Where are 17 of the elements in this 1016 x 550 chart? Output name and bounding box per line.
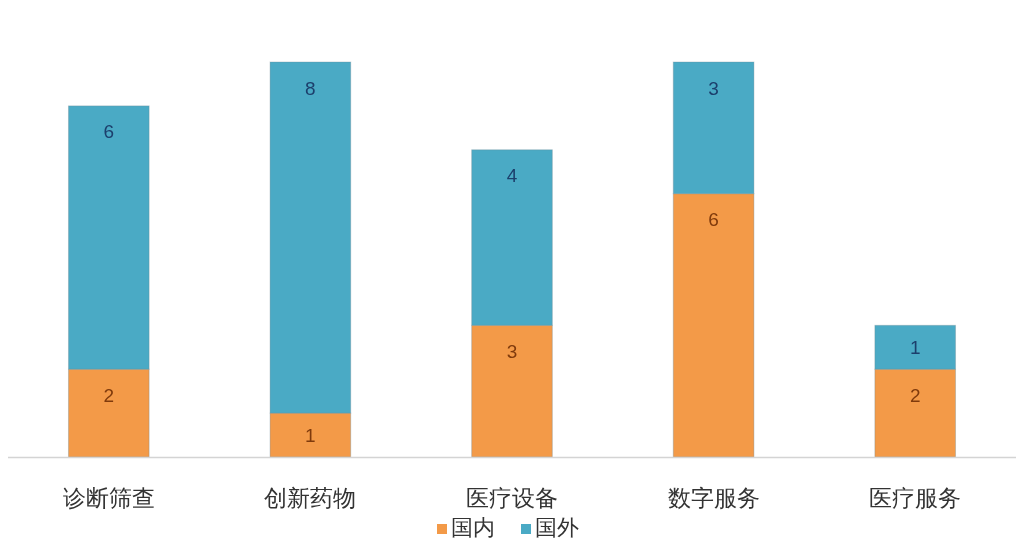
- x-tick-label: 数字服务: [667, 485, 760, 511]
- data-label: 3: [708, 77, 719, 99]
- data-label: 2: [103, 384, 115, 406]
- x-tick-label: 诊断筛查: [62, 485, 155, 511]
- legend-label: 国内: [451, 514, 495, 540]
- x-tick-label: 医疗设备: [466, 485, 558, 511]
- data-label: 3: [506, 340, 518, 362]
- data-label: 4: [506, 165, 518, 187]
- x-tick-label: 医疗服务: [869, 485, 962, 511]
- data-label: 8: [305, 77, 316, 99]
- data-label: 1: [305, 424, 316, 446]
- data-label: 2: [909, 384, 921, 406]
- data-label: 1: [909, 336, 921, 358]
- x-tick-label: 创新药物: [264, 485, 357, 511]
- legend-label: 国外: [535, 514, 579, 540]
- data-label: 6: [103, 121, 115, 143]
- data-label: 6: [708, 209, 719, 231]
